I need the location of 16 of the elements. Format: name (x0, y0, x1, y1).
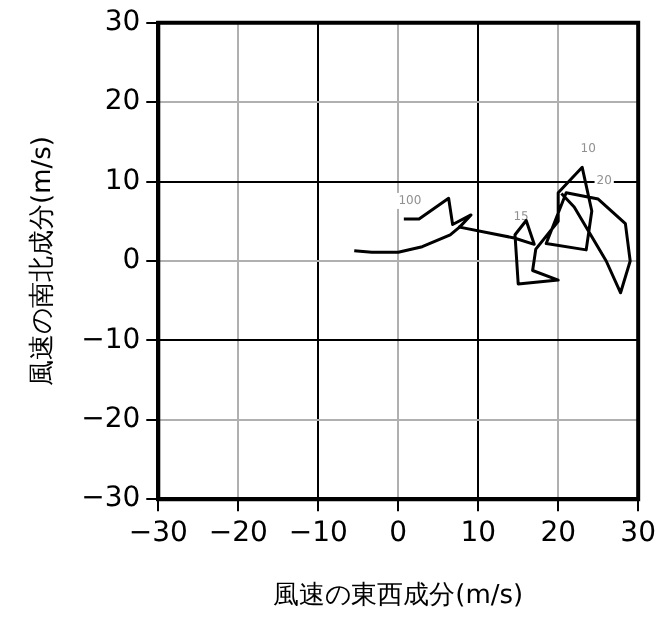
y-tick-label: 10 (104, 164, 141, 197)
y-tick-label: 30 (104, 6, 141, 39)
x-tick-label: 10 (460, 517, 497, 550)
y-axis-title: 風速の南北成分(m/s) (28, 136, 59, 386)
x-tick-label: 20 (540, 517, 577, 550)
x-tick-label: −20 (208, 517, 268, 550)
x-tick-label: −30 (128, 517, 188, 550)
x-tick-label: 0 (389, 517, 408, 550)
y-tick-label: −20 (81, 403, 141, 436)
y-tick-label: −30 (81, 482, 141, 515)
x-axis-title: 風速の東西成分(m/s) (273, 581, 524, 612)
x-tick-label: 30 (620, 517, 657, 550)
y-tick-label: −10 (81, 323, 141, 356)
x-tick-label: −10 (288, 517, 348, 550)
y-tick-label: 20 (104, 85, 141, 118)
y-tick-label: 0 (122, 244, 141, 277)
